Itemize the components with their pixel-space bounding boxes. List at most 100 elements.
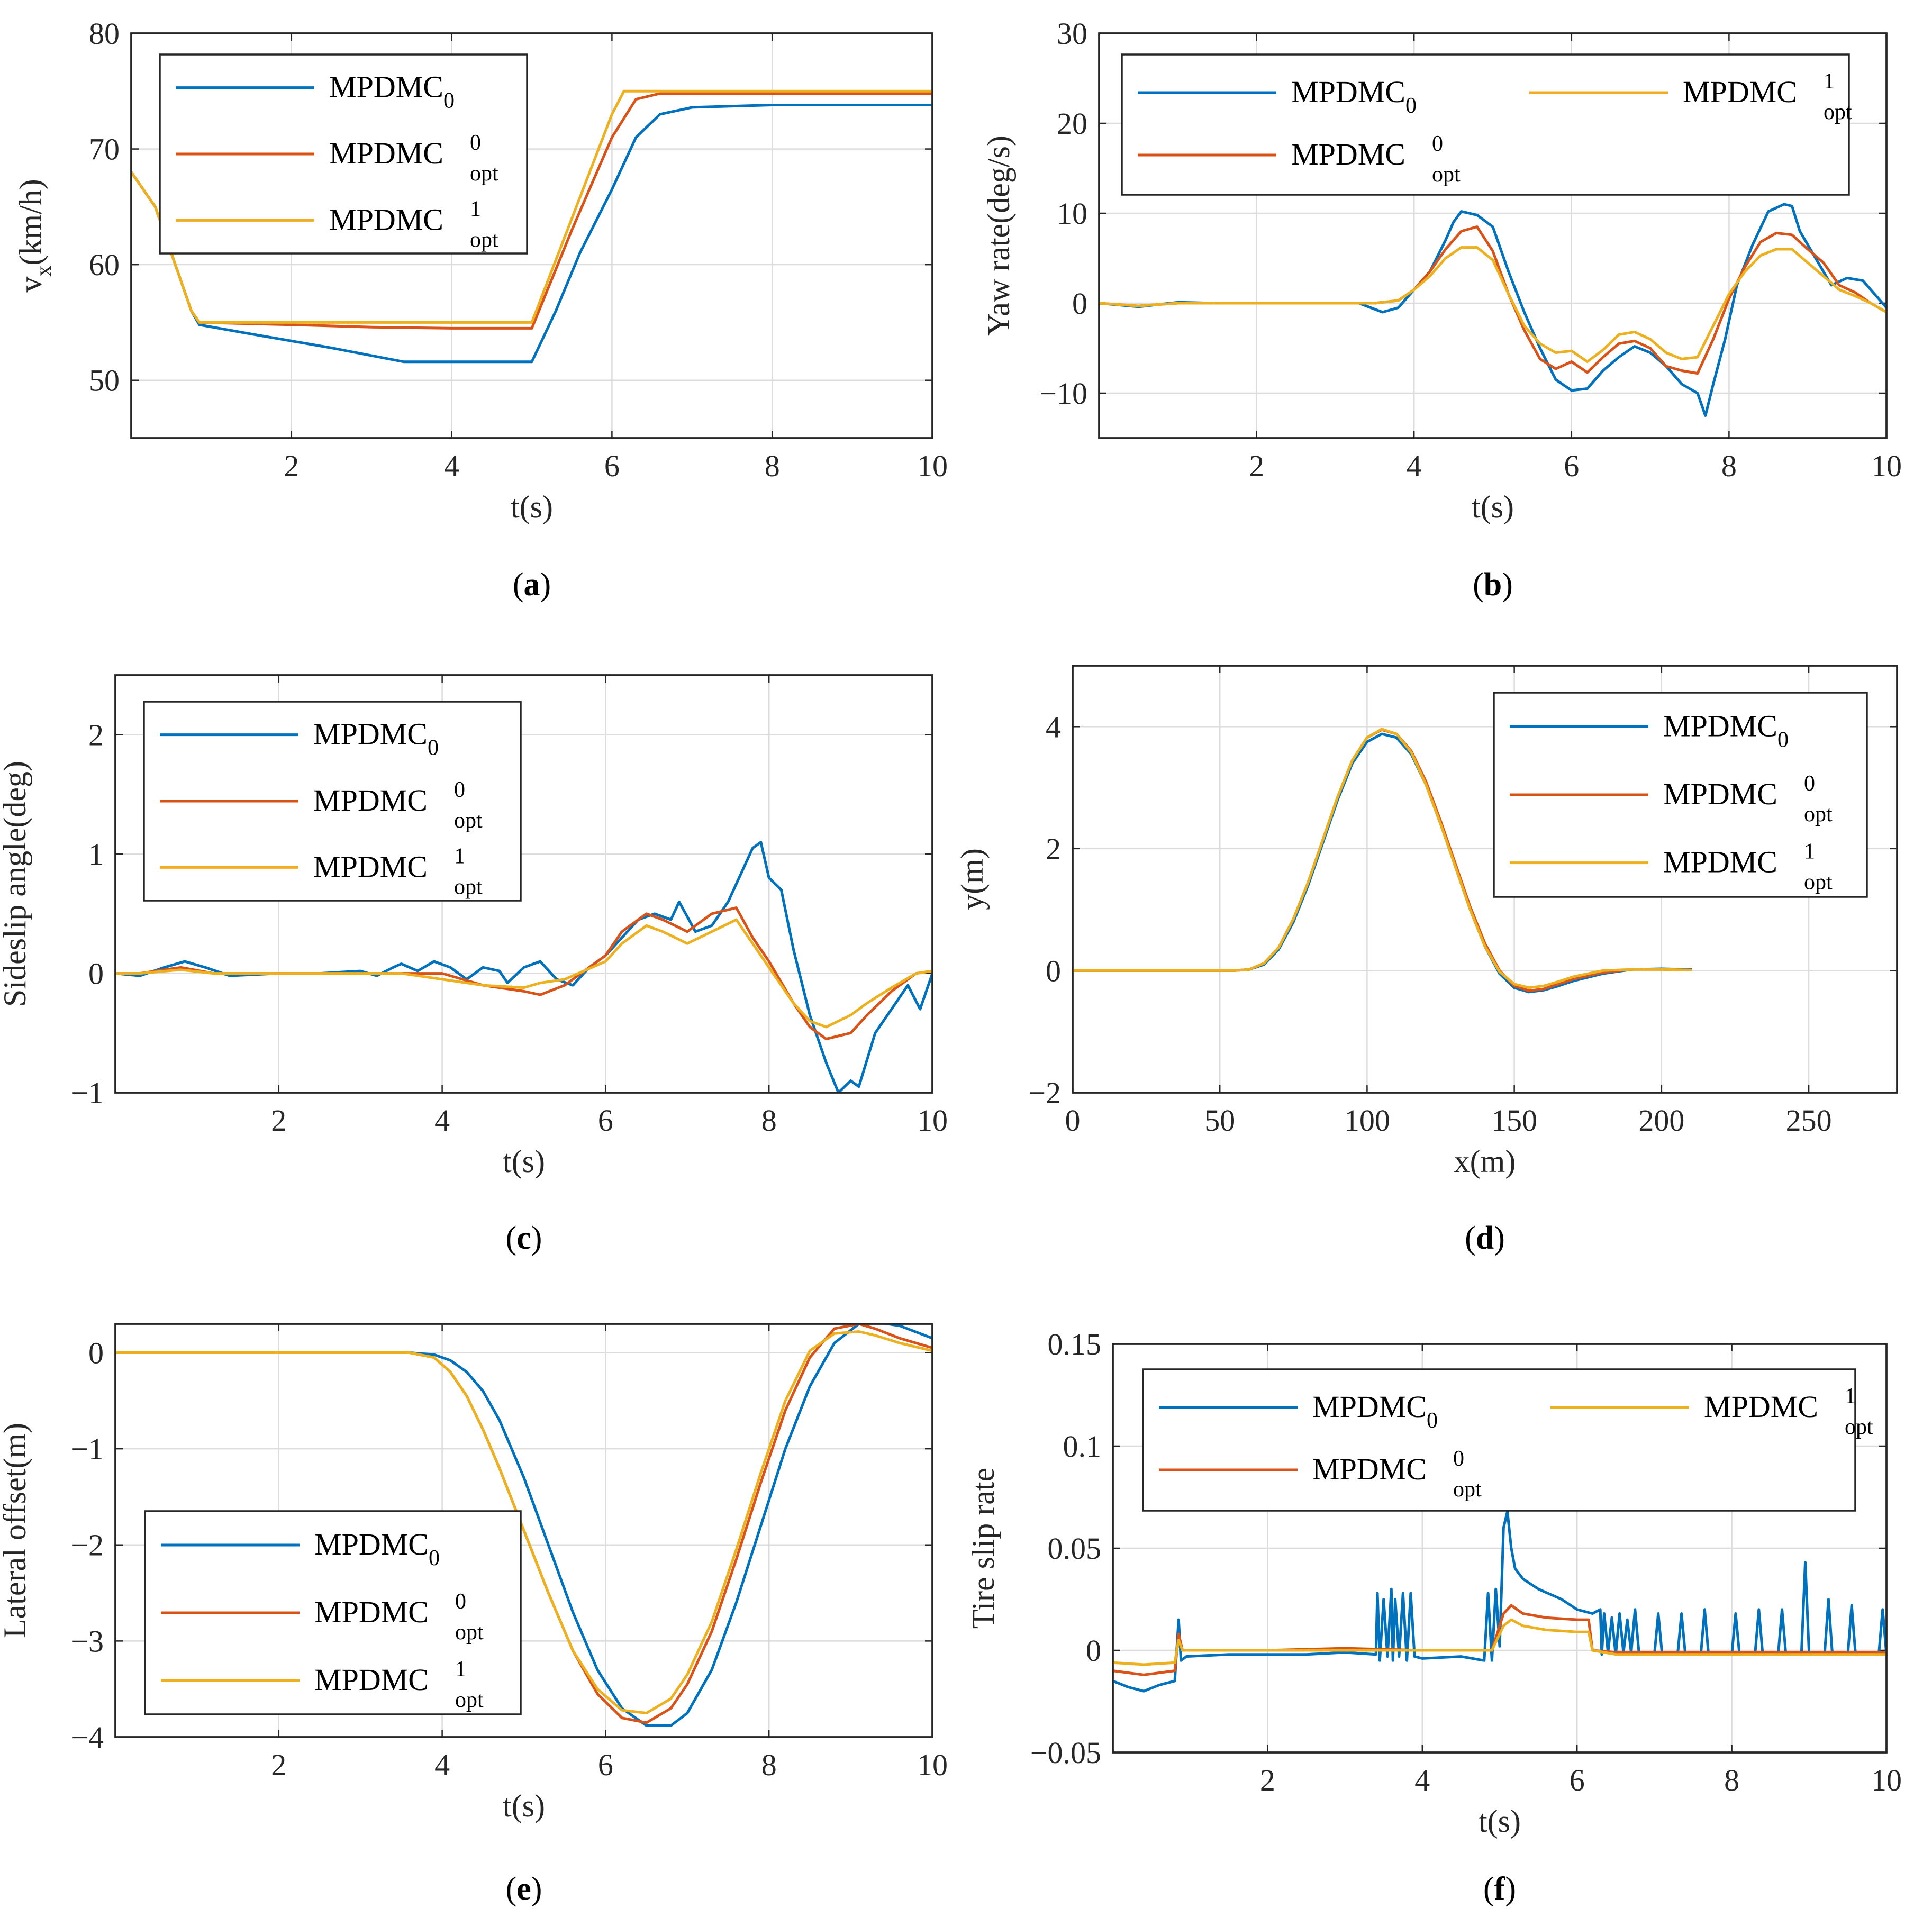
y-axis-label: vx(km/h)	[13, 179, 56, 292]
panel-f: 2 4 6 8 10 −0.05 0 0.05 0.1 0.15 t(s) Tire slip rat…	[966, 1327, 1902, 1907]
x-tick-label: 6	[604, 449, 620, 483]
legend-item-mpdmc-opt-0: MPDMC 0 opt	[160, 778, 483, 833]
y-tick-label: 0.05	[1048, 1531, 1102, 1566]
legend-item-mpdmc-0: MPDMC0	[1138, 75, 1417, 118]
y-tick-label: 50	[89, 364, 120, 398]
x-axis-label: t(s)	[511, 489, 553, 524]
legend-label: MPDMC 1 opt	[314, 1657, 484, 1712]
legend-item-mpdmc-opt-1: MPDMC 1 opt	[1550, 1384, 1873, 1439]
x-tick-label: 10	[917, 1103, 948, 1138]
y-tick-label: 80	[89, 16, 120, 51]
legend-label: MPDMC0	[329, 70, 455, 113]
x-tick-label: 6	[1570, 1763, 1585, 1797]
x-tick-label: 10	[917, 1748, 948, 1782]
y-tick-label: 0	[1086, 1633, 1101, 1668]
series-group	[115, 841, 932, 1093]
legend-label: MPDMC0	[313, 717, 439, 760]
y-tick-label: −0.05	[1030, 1736, 1101, 1770]
x-tick-label: 150	[1491, 1103, 1537, 1138]
plot-border	[1112, 1343, 1888, 1754]
series-group	[115, 1324, 932, 1727]
series-line-mpdmc-opt-1	[115, 918, 932, 1029]
y-tick-label: 20	[1057, 106, 1087, 141]
y-axis-label: Lateral offset(m)	[0, 1423, 32, 1638]
series-line-mpdmc-opt-1	[1113, 1618, 1886, 1666]
series-line-mpdmc-0	[115, 1324, 932, 1727]
plot-border	[130, 32, 933, 439]
y-tick-label: 0.15	[1048, 1327, 1102, 1361]
y-tick-label: 10	[1057, 196, 1087, 231]
x-tick-label: 6	[598, 1748, 613, 1782]
series-line-mpdmc-opt-1	[115, 1330, 932, 1715]
legend-label: MPDMC 0 opt	[1312, 1447, 1482, 1502]
x-tick-label: 250	[1786, 1103, 1832, 1138]
legend-item-mpdmc-0: MPDMC0	[161, 1527, 440, 1570]
legend-item-mpdmc-opt-0: MPDMC 0 opt	[1159, 1447, 1482, 1502]
legend-item-mpdmc-opt-1: MPDMC 1 opt	[176, 197, 498, 252]
x-tick-label: 50	[1204, 1103, 1235, 1138]
legend-item-mpdmc-0: MPDMC0	[176, 70, 455, 113]
x-tick-label: 10	[1871, 1763, 1902, 1797]
x-tick-label: 0	[1065, 1103, 1081, 1138]
y-tick-label: −4	[71, 1720, 104, 1755]
x-tick-label: 10	[917, 449, 948, 483]
y-tick-label: 0.1	[1063, 1429, 1102, 1464]
y-tick-label: −1	[71, 1432, 104, 1466]
legend-label: MPDMC 0 opt	[313, 778, 483, 833]
x-tick-label: 2	[284, 449, 299, 483]
legend-item-mpdmc-opt-1: MPDMC 1 opt	[160, 844, 483, 899]
y-tick-label: 1	[88, 837, 104, 871]
x-tick-label: 4	[434, 1748, 450, 1782]
legend-label: MPDMC 0 opt	[329, 131, 498, 186]
x-tick-label: 200	[1638, 1103, 1684, 1138]
y-tick-label: 0	[88, 957, 104, 991]
legend-item-mpdmc-opt-0: MPDMC 0 opt	[161, 1589, 484, 1645]
legend-box	[1142, 1368, 1856, 1512]
y-tick-label: −10	[1039, 376, 1087, 411]
y-tick-label: 2	[88, 718, 104, 752]
legend-label: MPDMC 1 opt	[1704, 1384, 1873, 1439]
y-axis-label: Sideslip angle(deg)	[0, 761, 32, 1007]
legend-item-mpdmc-0: MPDMC0	[1510, 708, 1789, 752]
y-axis-label: Yaw rate(deg/s)	[981, 135, 1016, 336]
y-tick-label: 60	[89, 248, 120, 282]
x-tick-label: 4	[444, 449, 459, 483]
legend-item-mpdmc-0: MPDMC0	[160, 717, 439, 760]
x-tick-label: 2	[1260, 1763, 1275, 1797]
series-line-mpdmc-0	[1099, 203, 1886, 417]
y-tick-label: 0	[1072, 286, 1087, 321]
series-group	[1073, 728, 1692, 994]
x-tick-label: 2	[271, 1748, 286, 1782]
x-axis-label: t(s)	[503, 1144, 545, 1179]
legend: MPDMC0 MPDMC 0 opt MPDMC 1 opt	[143, 701, 522, 902]
legend-label: MPDMC0	[1663, 708, 1789, 752]
y-tick-label: 70	[89, 132, 120, 167]
plot-border	[114, 674, 933, 1094]
legend-box	[1121, 53, 1850, 196]
legend: MPDMC0 MPDMC 0 opt MPDMC 1 opt	[1142, 1368, 1873, 1512]
panel-b: 2 4 6 8 10 −10 0 10 20 30 t(s) Yaw rate(deg/s) MPDMC…	[981, 16, 1902, 603]
y-axis-label: Tire slip rate	[966, 1468, 1001, 1629]
panel-caption: (a)	[513, 567, 551, 603]
x-tick-label: 8	[1724, 1763, 1739, 1797]
panel-a: 2 4 6 8 10 50 60 70 80 t(s) vx(km/h) MPDMC0 MPDMC 0 op…	[13, 16, 948, 603]
legend-label: MPDMC 1 opt	[313, 844, 483, 899]
panel-caption: (e)	[506, 1871, 542, 1907]
x-tick-label: 10	[1871, 449, 1902, 483]
x-tick-label: 8	[761, 1103, 777, 1138]
legend-label: MPDMC0	[1312, 1389, 1438, 1433]
y-tick-label: 30	[1057, 16, 1087, 51]
plot-border	[1072, 665, 1898, 1094]
legend: MPDMC0 MPDMC 0 opt MPDMC 1 opt	[144, 1510, 522, 1715]
series-group	[1099, 203, 1886, 417]
plot-border	[1098, 32, 1888, 439]
panel-c: 2 4 6 8 10 −1 0 1 2 t(s) Sideslip angle(deg) MPDMC0…	[0, 674, 948, 1256]
series-line-mpdmc-opt-1	[1073, 728, 1692, 989]
legend-item-mpdmc-opt-1: MPDMC 1 opt	[1510, 840, 1833, 895]
legend: MPDMC0 MPDMC 0 opt MPDMC 1 opt	[1493, 692, 1868, 898]
y-tick-label: 0	[88, 1336, 104, 1370]
x-tick-label: 4	[1414, 1763, 1430, 1797]
legend-label: MPDMC 1 opt	[329, 197, 498, 252]
